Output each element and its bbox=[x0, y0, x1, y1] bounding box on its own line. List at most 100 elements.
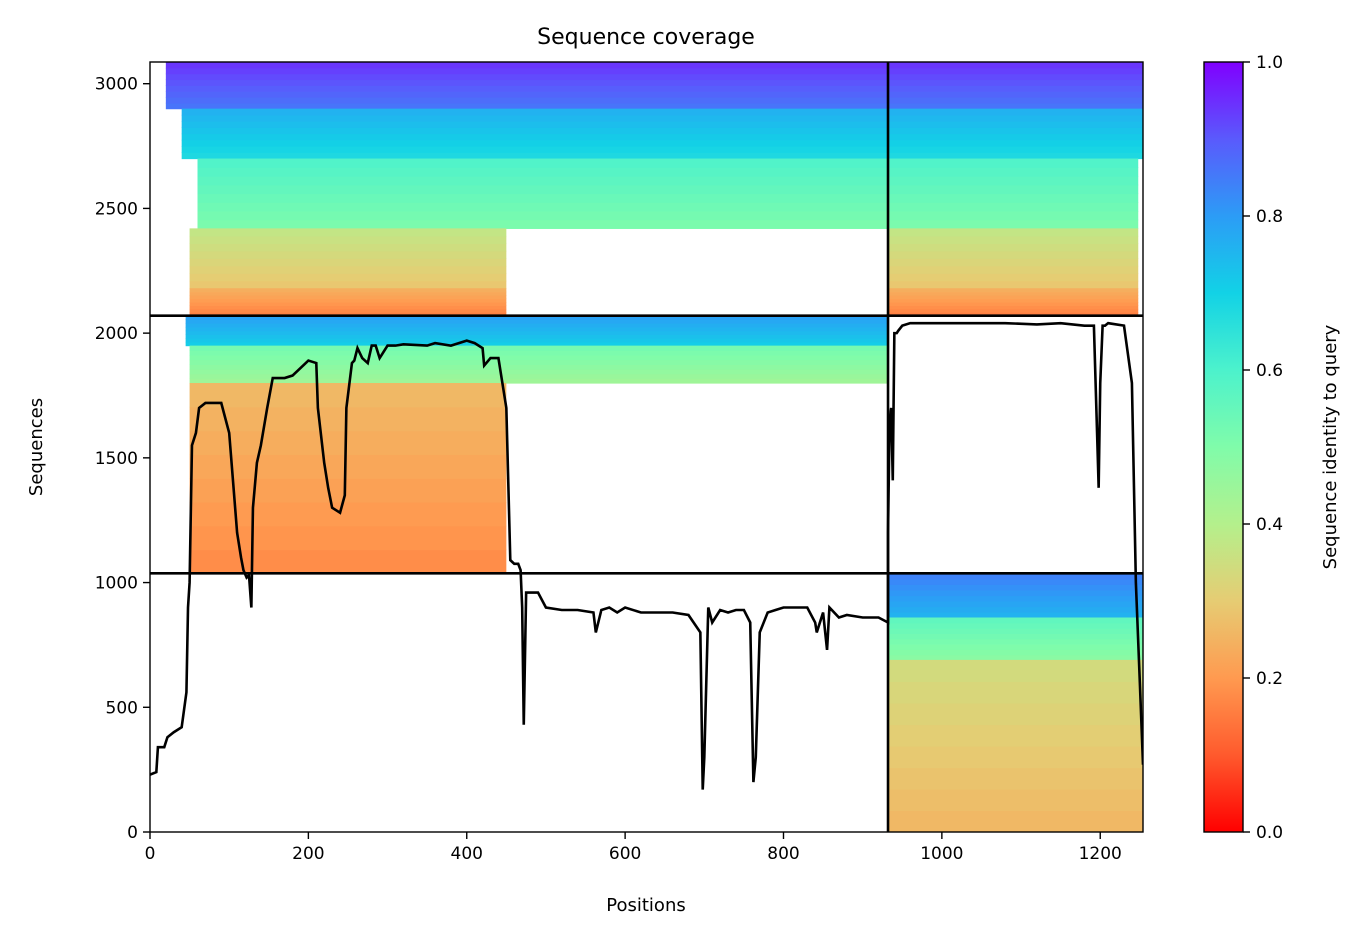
heatmap-band-1-0-0-1 bbox=[185, 338, 889, 343]
colorbar-tick-label-5: 1.0 bbox=[1256, 53, 1283, 73]
y-tick-label-0: 0 bbox=[127, 823, 138, 843]
heatmap-band-0-1-1-5 bbox=[888, 121, 1143, 128]
heatmap-band-0-0-4-2 bbox=[189, 305, 507, 310]
heatmap-band-0-0-1-6 bbox=[181, 114, 889, 122]
heatmap-band-0-0-2-5 bbox=[197, 175, 889, 186]
colorbar-ticks: 0.0 0.2 0.4 0.6 0.8 1.0 bbox=[1243, 53, 1283, 843]
heatmap-band-2-0-1-4 bbox=[888, 633, 1143, 640]
heatmap-band-0-1-3-2 bbox=[888, 265, 1139, 274]
heatmap-band-2-0-1-1 bbox=[888, 649, 1143, 656]
heatmap-band-0-0-1-0 bbox=[181, 152, 889, 160]
x-tick-label-0: 0 bbox=[145, 844, 156, 864]
heatmap-band-0-0-4-0 bbox=[189, 312, 507, 317]
heatmap-band-1-0-2-5 bbox=[189, 430, 507, 455]
heatmap-band-0-1-3-3 bbox=[888, 258, 1139, 267]
x-axis: 0 200 400 600 800 1000 1200 bbox=[145, 832, 1122, 864]
y-tick-label-1: 500 bbox=[106, 698, 138, 718]
heatmap-band-0-1-4-7 bbox=[888, 288, 1139, 293]
heatmap-band-0-0-3-2 bbox=[189, 265, 507, 274]
heatmap-band-2-0-1-2 bbox=[888, 643, 1143, 650]
x-tick-label-3: 600 bbox=[609, 844, 641, 864]
heatmap-band-1-0-1-7 bbox=[189, 345, 889, 351]
heatmap-band-0-0-3-3 bbox=[189, 258, 507, 267]
heatmap-band-0-1-2-6 bbox=[888, 167, 1139, 177]
heatmap-band-1-0-0-7 bbox=[185, 315, 889, 321]
x-tick-label-5: 1000 bbox=[920, 844, 963, 864]
plot-frame bbox=[149, 61, 1144, 833]
heatmap-band-0-1-0-2 bbox=[888, 91, 1143, 98]
heatmap-band-0-0-4-3 bbox=[189, 301, 507, 306]
heatmap-band-2-0-1-0 bbox=[888, 654, 1143, 661]
colorbar-label: Sequence identity to query bbox=[1320, 324, 1341, 569]
heatmap-band-0-0-4-4 bbox=[189, 298, 507, 303]
heatmap-band-2-0-0-0 bbox=[888, 611, 1143, 619]
heatmap-band-1-0-0-2 bbox=[185, 334, 889, 339]
colorbar-frame bbox=[1203, 61, 1244, 833]
heatmap-band-0-0-2-1 bbox=[197, 210, 889, 221]
heatmap-band-1-0-1-3 bbox=[189, 364, 889, 370]
coverage-heatmap bbox=[165, 62, 1143, 832]
heatmap-band-2-0-0-6 bbox=[888, 578, 1143, 585]
heatmap-band-2-0-0-7 bbox=[888, 573, 1143, 580]
heatmap-band-0-1-2-3 bbox=[888, 193, 1139, 203]
y-tick-label-3: 1500 bbox=[95, 449, 138, 469]
heatmap-band-0-0-0-7 bbox=[165, 62, 889, 69]
heatmap-band-1-0-0-6 bbox=[185, 319, 889, 324]
colorbar-tick-label-3: 0.6 bbox=[1256, 361, 1283, 381]
heatmap-band-0-1-3-6 bbox=[888, 235, 1139, 244]
heatmap-band-0-0-3-0 bbox=[189, 280, 507, 289]
heatmap-band-0-0-1-7 bbox=[181, 108, 889, 116]
heatmap-band-2-0-2-1 bbox=[888, 788, 1143, 812]
heatmap-band-0-0-0-1 bbox=[165, 96, 889, 104]
heatmap-band-1-0-1-1 bbox=[189, 373, 889, 379]
heatmap-band-1-0-2-3 bbox=[189, 478, 507, 503]
heatmap-band-2-0-2-4 bbox=[888, 724, 1143, 747]
heatmap-band-0-0-0-6 bbox=[165, 67, 889, 75]
heatmap-band-0-0-4-1 bbox=[189, 308, 507, 313]
heatmap-band-2-0-2-7 bbox=[888, 659, 1143, 682]
heatmap-band-1-0-2-4 bbox=[189, 454, 507, 479]
heatmap-band-0-0-3-5 bbox=[189, 243, 507, 252]
heatmap-band-1-0-0-3 bbox=[185, 330, 889, 335]
heatmap-band-2-0-0-2 bbox=[888, 600, 1143, 608]
heatmap-band-1-0-1-2 bbox=[189, 368, 889, 375]
heatmap-band-0-0-2-0 bbox=[197, 219, 889, 229]
heatmap-band-2-0-2-3 bbox=[888, 745, 1143, 769]
heatmap-band-0-1-3-4 bbox=[888, 250, 1139, 259]
heatmap-band-1-0-2-0 bbox=[189, 549, 507, 574]
heatmap-band-0-1-1-1 bbox=[888, 146, 1143, 153]
heatmap-band-1-0-2-6 bbox=[189, 406, 507, 432]
heatmap-band-0-1-1-2 bbox=[888, 139, 1143, 147]
heatmap-band-0-1-4-6 bbox=[888, 291, 1139, 296]
heatmap-band-2-0-0-5 bbox=[888, 584, 1143, 591]
heatmap-band-0-1-3-5 bbox=[888, 243, 1139, 252]
x-tick-label-1: 200 bbox=[292, 844, 324, 864]
heatmap-band-2-0-2-5 bbox=[888, 702, 1143, 726]
heatmap-band-0-1-4-0 bbox=[888, 312, 1139, 317]
heatmap-band-0-0-0-2 bbox=[165, 91, 889, 98]
heatmap-band-0-1-4-5 bbox=[888, 295, 1139, 300]
x-axis-label: Positions bbox=[606, 895, 685, 916]
coverage-line bbox=[150, 321, 1143, 790]
heatmap-band-1-0-2-2 bbox=[189, 501, 507, 527]
heatmap-band-0-0-3-4 bbox=[189, 250, 507, 259]
heatmap-band-0-1-0-4 bbox=[888, 79, 1143, 86]
heatmap-band-0-0-0-4 bbox=[165, 79, 889, 86]
heatmap-band-0-1-2-2 bbox=[888, 202, 1139, 212]
heatmap-band-1-0-1-5 bbox=[189, 354, 889, 361]
heatmap-band-0-1-4-2 bbox=[888, 305, 1139, 310]
y-tick-label-4: 2000 bbox=[95, 324, 138, 344]
heatmap-band-0-0-2-6 bbox=[197, 167, 889, 177]
x-tick-label-6: 1200 bbox=[1079, 844, 1122, 864]
y-tick-label-5: 2500 bbox=[95, 199, 138, 219]
y-axis-label: Sequences bbox=[26, 398, 47, 496]
heatmap-band-0-0-4-5 bbox=[189, 295, 507, 300]
heatmap-band-0-1-4-4 bbox=[888, 298, 1139, 303]
x-tick-label-2: 400 bbox=[451, 844, 483, 864]
colorbar-gradient bbox=[1204, 62, 1243, 832]
heatmap-band-0-1-0-1 bbox=[888, 96, 1143, 104]
heatmap-band-0-0-0-0 bbox=[165, 102, 889, 110]
heatmap-band-0-0-0-3 bbox=[165, 85, 889, 92]
heatmap-band-0-1-2-1 bbox=[888, 210, 1139, 221]
